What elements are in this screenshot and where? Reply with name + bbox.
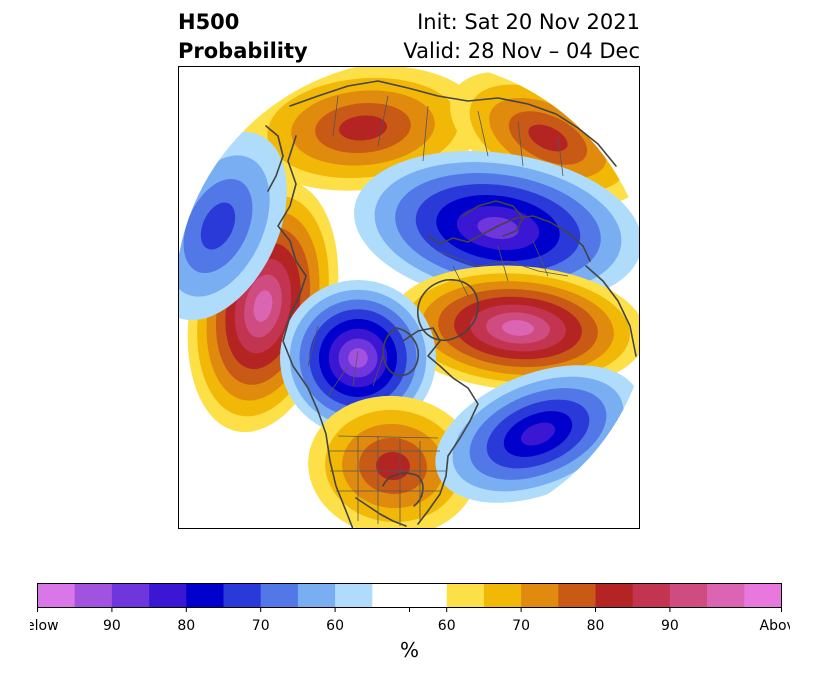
colorbar-unit: % — [399, 638, 419, 662]
colorbar-swatch — [558, 583, 596, 608]
colorbar-swatches — [37, 583, 782, 608]
colorbar-swatch — [669, 583, 708, 608]
coastline-north-america-west — [277, 135, 354, 529]
colorbar-tick-label: 70 — [512, 618, 530, 634]
title-variable: H500 — [178, 10, 240, 34]
anomaly-contour — [502, 320, 534, 336]
anomaly-contour — [200, 202, 236, 250]
coastline-east-asia — [265, 125, 284, 192]
coastline-europe — [427, 215, 591, 262]
colorbar-swatch — [111, 583, 150, 608]
anomaly-contour — [253, 290, 273, 322]
colorbar: Below 90 80 70 60 60 70 80 90 Above — [30, 583, 790, 634]
colorbar-swatch — [37, 583, 75, 608]
colorbar-ticks — [37, 607, 782, 612]
coastline-greenland — [417, 279, 479, 341]
colorbar-tick-label: 70 — [252, 618, 270, 634]
province-borders — [307, 325, 384, 397]
colorbar-swatch — [632, 583, 671, 608]
coastline-layer — [265, 80, 637, 529]
colorbar-swatch — [744, 583, 782, 608]
colorbar-swatch — [260, 583, 299, 608]
colorbar-swatch — [223, 583, 261, 608]
coastline-mediterranean — [585, 265, 637, 357]
anomaly-contour — [520, 422, 556, 446]
colorbar-tick-label: 90 — [103, 618, 121, 634]
probability-map — [178, 66, 640, 529]
colorbar-swatch — [446, 583, 485, 608]
colorbar-swatch — [409, 583, 447, 608]
colorbar-swatch — [372, 583, 410, 608]
coastline-central-america — [355, 497, 407, 527]
colorbar-swatch — [595, 583, 633, 608]
anomaly-contour — [348, 348, 368, 368]
coastline-gulf-of-mexico — [382, 472, 424, 507]
colorbar-swatch — [707, 583, 745, 608]
title-right: Init: Sat 20 Nov 2021 Valid: 28 Nov – 04… — [340, 8, 640, 66]
title-product: Probability — [178, 39, 308, 63]
colorbar-tick-label: Above — [760, 618, 790, 634]
anomaly-north-atlantic-above — [390, 265, 640, 391]
title-valid: Valid: 28 Nov – 04 Dec — [403, 39, 640, 63]
coastline-hudson-bay — [382, 327, 420, 377]
colorbar-swatch — [74, 583, 113, 608]
colorbar-swatch — [297, 583, 336, 608]
colorbar-tick-label: 60 — [326, 618, 344, 634]
anomaly-contour — [528, 124, 568, 152]
colorbar-labels: Below 90 80 70 60 60 70 80 90 Above — [30, 618, 790, 634]
colorbar-tick-label: 80 — [177, 618, 195, 634]
coastline-asia-north — [289, 80, 617, 167]
colorbar-swatch — [149, 583, 187, 608]
colorbar-swatch — [186, 583, 224, 608]
country-borders — [332, 95, 569, 297]
anomaly-layer — [178, 66, 640, 529]
title-left: H500 Probability — [178, 8, 308, 66]
border-layer — [307, 95, 569, 526]
title-init: Init: Sat 20 Nov 2021 — [417, 10, 640, 34]
state-borders — [328, 435, 446, 526]
colorbar-tick-label: 80 — [587, 618, 605, 634]
colorbar-tick-label: 60 — [438, 618, 456, 634]
colorbar-tick-label: 90 — [661, 618, 679, 634]
colorbar-swatch — [521, 583, 559, 608]
colorbar-swatch — [335, 583, 373, 608]
coastline-north-america-east — [402, 327, 479, 525]
colorbar-tick-label: Below — [30, 618, 59, 634]
coastline-scandinavia — [462, 200, 524, 237]
anomaly-contour — [339, 115, 387, 141]
colorbar-swatch — [483, 583, 522, 608]
